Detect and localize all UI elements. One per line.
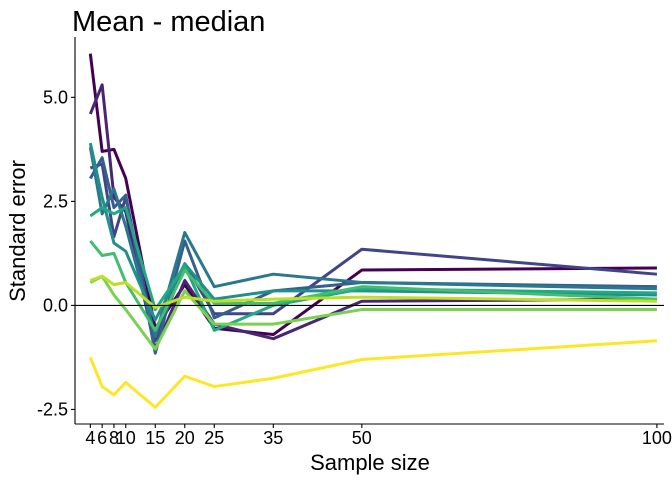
y-tick-label: 2.5: [43, 191, 68, 211]
x-tick-label: 35: [263, 428, 283, 448]
series-line-10: [89, 274, 657, 309]
series-layer: [88, 53, 658, 409]
x-tick-label: 8: [109, 428, 119, 448]
series-line-6: [88, 142, 657, 322]
series-line-5: [88, 147, 657, 339]
x-axis-title: Sample size: [310, 450, 430, 475]
chart-title: Mean - median: [72, 6, 265, 38]
x-tick-label: 10: [116, 428, 136, 448]
x-tick-label: 20: [175, 428, 195, 448]
series-line-9: [89, 274, 657, 351]
x-tick-label: 100: [642, 428, 672, 448]
y-tick-label: 0.0: [43, 295, 68, 315]
series-line-8: [89, 239, 657, 332]
series-line-11: [88, 339, 658, 409]
series-line-2: [88, 83, 657, 351]
x-tick-label: 50: [352, 428, 372, 448]
x-tick-label: 4: [85, 428, 95, 448]
y-tick-label: 5.0: [43, 87, 68, 107]
x-tick-label: 25: [204, 428, 224, 448]
ticks-layer: 5.0 2.5 0.0 -2.5 4 6 810 15 20 25 35 50 100: [37, 87, 672, 448]
series-line-4: [89, 156, 657, 355]
x-tick-label: 15: [145, 428, 165, 448]
series-line-3: [89, 162, 658, 343]
x-tick-label: 6: [97, 428, 107, 448]
y-tick-label: -2.5: [37, 399, 68, 419]
y-axis-title: Standard error: [5, 160, 30, 302]
